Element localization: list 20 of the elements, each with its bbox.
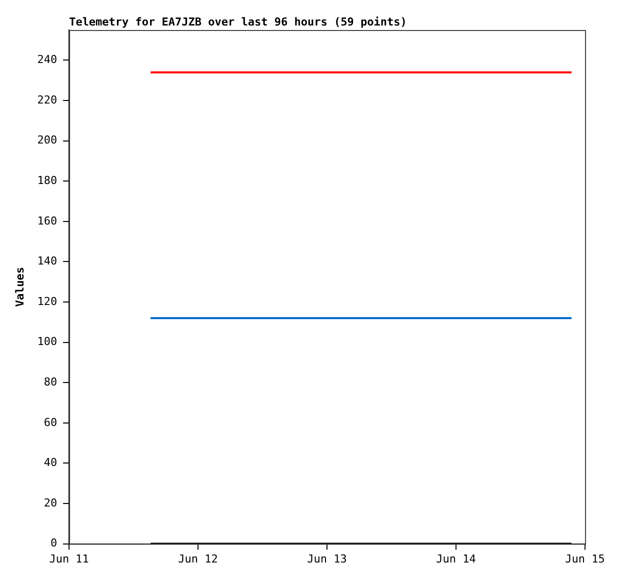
- y-tick-label: 40: [44, 456, 58, 470]
- x-tick-label: Jun 13: [307, 552, 347, 566]
- y-tick-label: 120: [37, 294, 58, 308]
- x-tick-label: Jun 11: [49, 552, 89, 566]
- y-tick-label: 60: [44, 416, 58, 429]
- y-axis-title: Values: [13, 267, 26, 307]
- y-tick-label: 220: [37, 93, 58, 106]
- x-tick-label: Jun 15: [565, 552, 605, 566]
- chart-title: Telemetry for EA7JZB over last 96 hours (59 points): [69, 15, 407, 28]
- x-tick-label: Jun 12: [178, 552, 218, 566]
- y-tick-label: 140: [37, 254, 58, 268]
- y-tick-label: 240: [37, 53, 58, 66]
- y-tick-label: 0: [50, 536, 58, 550]
- y-tick-label: 160: [37, 214, 58, 228]
- y-tick-label: 200: [37, 134, 58, 147]
- x-tick-label: Jun 14: [436, 552, 476, 566]
- y-tick-label: 180: [37, 174, 58, 187]
- y-tick-label: 100: [37, 335, 58, 348]
- y-tick-label: 80: [44, 375, 58, 388]
- y-tick-label: 20: [44, 496, 58, 510]
